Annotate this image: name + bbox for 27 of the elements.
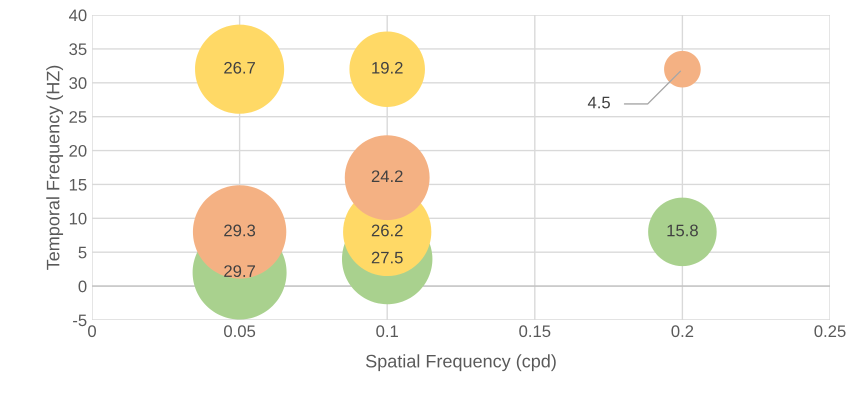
x-tick-label: 0.15: [519, 325, 550, 338]
x-tick-label: 0.25: [814, 325, 846, 338]
annotation: 15.8: [667, 224, 698, 236]
y-tick-label: 15: [70, 179, 86, 191]
y-tick-label: 40: [68, 9, 86, 22]
x-tick-label: 0.2: [671, 325, 694, 338]
annotation: 26.2: [372, 224, 403, 236]
x-tick-label: 0: [88, 325, 96, 338]
x-tick-label: 0.05: [224, 325, 256, 338]
y-tick-label: 10: [70, 212, 86, 225]
annotation: 24.2: [372, 170, 403, 182]
annotation: 19.2: [372, 62, 403, 74]
y-tick-label: 20: [69, 144, 86, 157]
x-axis-title: Spatial Frequency (cpd): [366, 354, 556, 372]
x-tick-label: 0.1: [376, 325, 398, 338]
y-axis-title: Temporal Frequency (HZ): [46, 66, 64, 270]
y-tick-label: 5: [78, 246, 86, 258]
y-tick-label: 35: [69, 43, 86, 56]
y-tick-label: -5: [73, 314, 86, 326]
y-tick-label: 25: [69, 111, 86, 123]
annotation: 26.7: [224, 62, 255, 74]
annotation: 29.7: [224, 265, 255, 278]
y-tick-label: 30: [69, 77, 86, 89]
annotation: 4.5: [588, 96, 610, 108]
y-tick-label: 0: [78, 280, 86, 292]
annotation: 27.5: [372, 252, 403, 264]
annotation: 29.3: [224, 224, 256, 236]
